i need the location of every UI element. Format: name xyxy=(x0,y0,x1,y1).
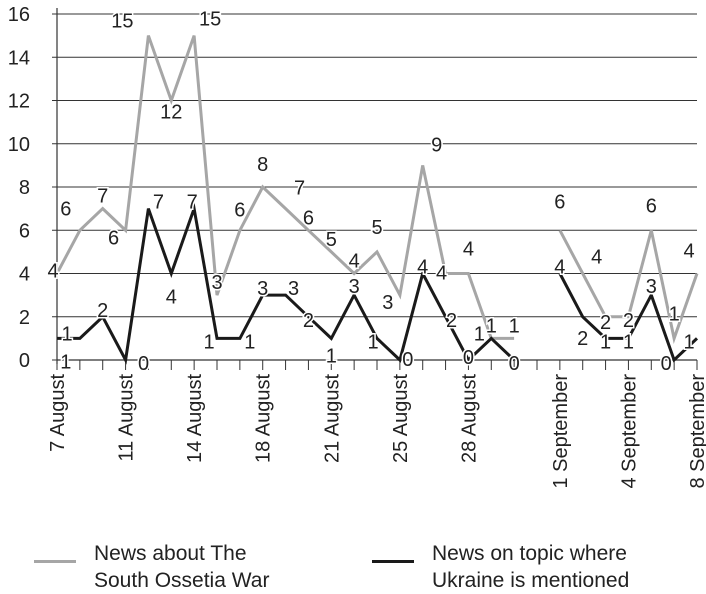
gridlines xyxy=(57,13,697,318)
data-label-ukraine: 1 xyxy=(61,323,72,345)
data-label-ukraine: 2 xyxy=(303,310,314,332)
y-tick-label-8: 8 xyxy=(19,177,30,199)
data-label-south-ossetia: 2 xyxy=(600,312,611,334)
data-label-ukraine: 1 xyxy=(367,331,378,353)
x-tick-label: 28 August xyxy=(458,374,480,463)
data-label-ukraine: 1 xyxy=(60,351,71,373)
x-tick-label: 4 September xyxy=(618,374,640,489)
y-tick-label-10: 10 xyxy=(8,134,30,156)
data-label-south-ossetia: 6 xyxy=(108,227,119,249)
data-label-south-ossetia: 15 xyxy=(111,11,133,33)
data-label-ukraine: 7 xyxy=(187,192,198,214)
data-label-ukraine: 1 xyxy=(600,331,611,353)
data-label-south-ossetia: 3 xyxy=(382,292,393,314)
data-label-south-ossetia: 8 xyxy=(257,154,268,176)
axes xyxy=(52,8,698,370)
y-tick-label-14: 14 xyxy=(8,47,30,69)
data-label-ukraine: 3 xyxy=(349,276,360,298)
series-line-south-ossetia xyxy=(55,35,515,340)
data-label-south-ossetia: 6 xyxy=(554,191,565,213)
legend-swatch-south-ossetia xyxy=(34,560,76,563)
data-label-south-ossetia: 5 xyxy=(371,217,382,239)
legend-label-south-ossetia-line1: News about The xyxy=(94,542,247,565)
data-label-ukraine: 0 xyxy=(661,353,672,375)
data-label-ukraine: 1 xyxy=(683,331,694,353)
data-label-ukraine: 2 xyxy=(446,310,457,332)
x-tick-label: 25 August xyxy=(390,374,412,463)
data-label-ukraine: 1 xyxy=(203,331,214,353)
data-label-south-ossetia: 4 xyxy=(683,241,694,263)
data-label-ukraine: 2 xyxy=(97,300,108,322)
data-label-south-ossetia: 6 xyxy=(303,207,314,229)
data-label-ukraine: 0 xyxy=(463,347,474,369)
data-label-south-ossetia: 4 xyxy=(47,261,58,283)
data-label-ukraine: 3 xyxy=(257,278,268,300)
data-label-ukraine: 7 xyxy=(153,192,164,214)
series-line-south-ossetia xyxy=(558,229,699,344)
y-tick-label-0: 0 xyxy=(19,350,30,372)
legend-label-ukraine-line2: Ukraine is mentioned xyxy=(432,569,630,592)
data-label-ukraine: 2 xyxy=(577,328,588,350)
x-tick-label: 18 August xyxy=(253,374,275,463)
data-label-south-ossetia: 3 xyxy=(211,272,222,294)
data-label-south-ossetia: 4 xyxy=(349,251,360,273)
data-label-south-ossetia: 6 xyxy=(234,199,245,221)
x-tick-label: 8 September xyxy=(687,374,706,489)
data-label-south-ossetia: 6 xyxy=(646,195,657,217)
data-label-ukraine: 4 xyxy=(417,257,428,279)
data-label-ukraine: 1 xyxy=(244,331,255,353)
data-label-south-ossetia: 1 xyxy=(669,303,680,325)
data-label-south-ossetia: 2 xyxy=(623,310,634,332)
data-label-ukraine: 0 xyxy=(402,349,413,371)
data-label-ukraine: 3 xyxy=(288,278,299,300)
legend-label-ukraine: News on topic where Ukraine is mentioned xyxy=(432,540,629,594)
data-label-south-ossetia: 9 xyxy=(431,134,442,156)
y-tick-label-4: 4 xyxy=(19,264,30,286)
data-label-ukraine: 1 xyxy=(326,345,337,367)
x-tick-label: 14 August xyxy=(184,374,206,463)
x-tick-label: 11 August xyxy=(116,374,138,462)
legend-swatch-ukraine xyxy=(372,560,414,563)
data-label-ukraine: 3 xyxy=(646,276,657,298)
y-tick-labels: 0 2 4 6 8 10 12 14 16 xyxy=(8,4,30,372)
y-tick-label-12: 12 xyxy=(8,91,30,113)
data-label-south-ossetia: 4 xyxy=(436,263,447,285)
data-label-ukraine: 0 xyxy=(138,353,149,375)
series-line-ukraine xyxy=(57,202,516,365)
data-label-south-ossetia: 1 xyxy=(509,315,520,337)
legend-label-south-ossetia: News about The South Ossetia War xyxy=(94,540,269,594)
x-tick-label: 7 August xyxy=(47,374,69,452)
x-tick-labels: 7 August 11 August 14 August 18 August 21 Au… xyxy=(47,374,706,489)
data-label-ukraine: 1 xyxy=(474,323,485,345)
data-label-ukraine: 0 xyxy=(509,353,520,375)
data-label-south-ossetia: 7 xyxy=(97,186,108,208)
y-tick-label-6: 6 xyxy=(19,220,30,242)
y-tick-label-16: 16 xyxy=(8,4,30,26)
data-label-south-ossetia: 15 xyxy=(199,9,221,31)
x-tick-label: 21 August xyxy=(321,374,343,463)
series-line-ukraine xyxy=(558,272,699,363)
data-label-south-ossetia: 1 xyxy=(486,315,497,337)
y-tick-label-2: 2 xyxy=(19,307,30,329)
x-tick-label: 1 September xyxy=(550,374,572,489)
data-label-south-ossetia: 12 xyxy=(160,102,182,124)
data-label-south-ossetia: 5 xyxy=(326,229,337,251)
data-label-ukraine: 4 xyxy=(554,257,565,279)
data-label-south-ossetia: 6 xyxy=(60,198,71,220)
series-lines xyxy=(55,35,699,365)
legend-label-south-ossetia-line2: South Ossetia War xyxy=(94,569,270,592)
data-label-south-ossetia: 4 xyxy=(463,239,474,261)
data-label-south-ossetia: 7 xyxy=(294,178,305,200)
legend-label-ukraine-line1: News on topic where xyxy=(432,542,627,565)
data-label-ukraine: 1 xyxy=(623,331,634,353)
data-label-ukraine: 4 xyxy=(166,287,177,309)
data-label-south-ossetia: 4 xyxy=(591,247,602,269)
